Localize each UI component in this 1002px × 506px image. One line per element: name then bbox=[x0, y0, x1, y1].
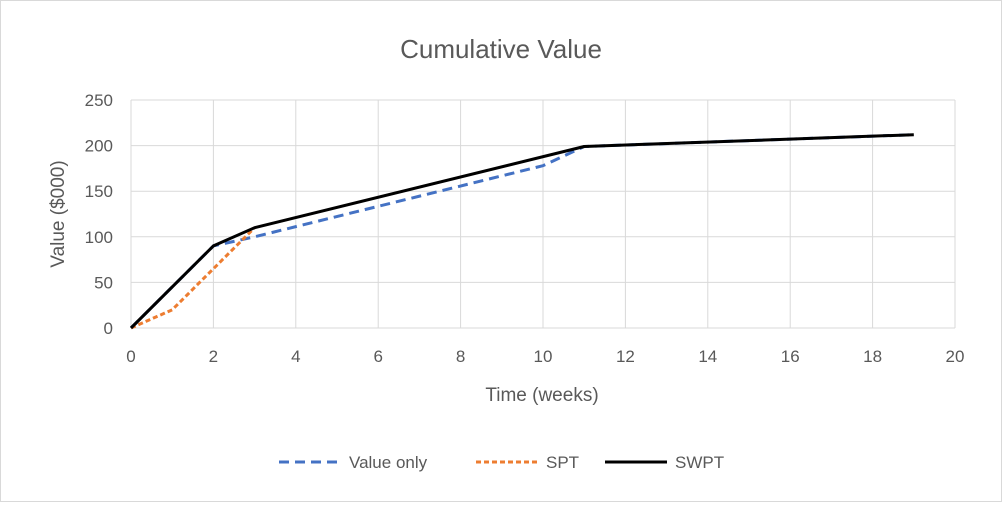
x-tick-label: 0 bbox=[126, 347, 135, 366]
x-tick-label: 6 bbox=[373, 347, 382, 366]
series-lines bbox=[129, 133, 914, 330]
chart-title: Cumulative Value bbox=[400, 34, 602, 64]
series-line-3 bbox=[129, 133, 914, 330]
x-tick-label: 16 bbox=[781, 347, 800, 366]
y-tick-label: 150 bbox=[85, 182, 113, 201]
gridlines bbox=[130, 99, 956, 329]
y-tick-labels: 0 50 100 150 200 250 bbox=[85, 91, 113, 338]
x-tick-label: 12 bbox=[616, 347, 635, 366]
y-tick-label: 50 bbox=[94, 273, 113, 292]
y-tick-label: 250 bbox=[85, 91, 113, 110]
legend-label: SPT bbox=[546, 453, 579, 472]
x-tick-label: 10 bbox=[534, 347, 553, 366]
y-axis-label: Value ($000) bbox=[48, 160, 69, 267]
x-tick-label: 18 bbox=[863, 347, 882, 366]
x-tick-label: 20 bbox=[946, 347, 965, 366]
x-tick-label: 8 bbox=[456, 347, 465, 366]
x-tick-labels: 0 2 4 6 8 10 12 14 16 18 20 bbox=[126, 347, 964, 366]
x-tick-label: 4 bbox=[291, 347, 300, 366]
legend-label: Value only bbox=[349, 453, 428, 472]
y-tick-label: 100 bbox=[85, 228, 113, 247]
x-tick-label: 14 bbox=[698, 347, 717, 366]
x-tick-label: 2 bbox=[209, 347, 218, 366]
y-tick-label: 200 bbox=[85, 137, 113, 156]
legend: Value only SPT SWPT bbox=[279, 453, 724, 472]
x-axis-label: Time (weeks) bbox=[485, 385, 598, 406]
y-tick-label: 0 bbox=[104, 319, 113, 338]
legend-label: SWPT bbox=[675, 453, 724, 472]
series-line-2 bbox=[130, 226, 256, 330]
